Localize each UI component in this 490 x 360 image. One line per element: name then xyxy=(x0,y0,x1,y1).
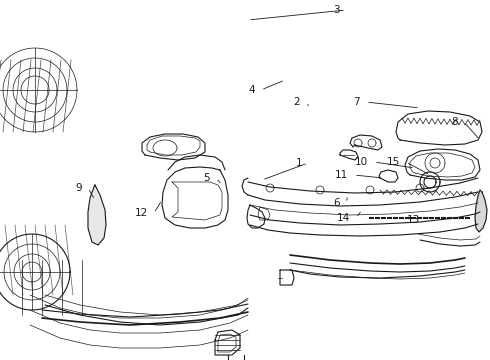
Text: 12: 12 xyxy=(135,208,148,218)
Text: 14: 14 xyxy=(337,213,350,223)
Text: 4: 4 xyxy=(248,85,255,95)
Text: 7: 7 xyxy=(353,97,360,107)
Text: 10: 10 xyxy=(355,157,368,167)
Text: 13: 13 xyxy=(407,215,420,225)
Polygon shape xyxy=(475,190,487,232)
Text: 8: 8 xyxy=(451,117,458,127)
Text: 5: 5 xyxy=(203,173,210,183)
Polygon shape xyxy=(88,185,106,245)
Text: 1: 1 xyxy=(295,158,302,168)
Text: 11: 11 xyxy=(335,170,348,180)
Text: 2: 2 xyxy=(294,97,300,107)
Text: 6: 6 xyxy=(333,198,340,208)
Text: 9: 9 xyxy=(75,183,82,193)
Text: 15: 15 xyxy=(387,157,400,167)
Text: 3: 3 xyxy=(333,5,340,15)
